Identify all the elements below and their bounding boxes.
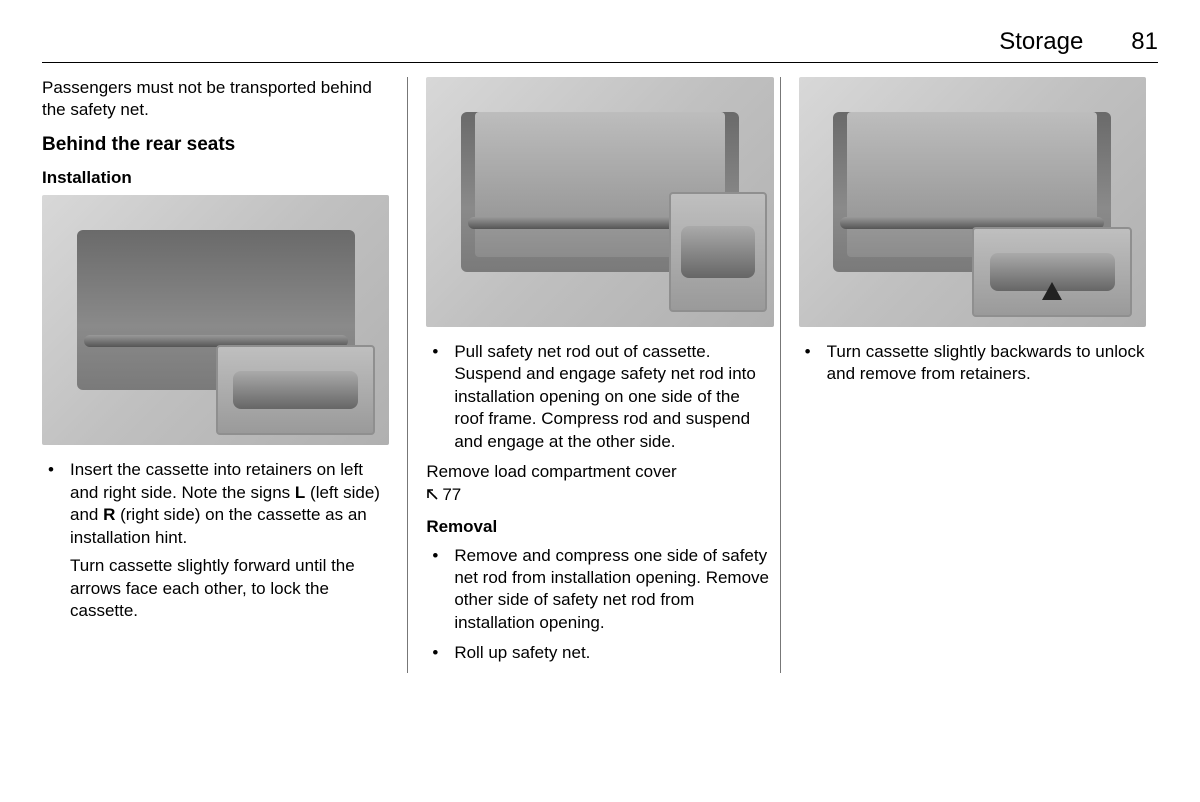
figure-cassette-remove — [799, 77, 1146, 327]
list-item: Remove and compress one side of safety n… — [426, 545, 773, 635]
label-R: R — [103, 505, 115, 524]
content-columns: Passengers must not be transported behin… — [42, 77, 1158, 673]
column-divider — [780, 77, 781, 673]
figure-callout-detail — [216, 345, 376, 435]
xref-line: Remove load compartment cover 77 — [426, 461, 773, 506]
install-step-list: Insert the cassette into retainers on le… — [42, 459, 389, 549]
column-1: Passengers must not be transported behin… — [42, 77, 401, 673]
page-header: Storage 81 — [42, 28, 1158, 63]
figure-callout-detail — [669, 192, 766, 312]
page-number: 81 — [1131, 28, 1158, 56]
label-L: L — [295, 483, 305, 502]
intro-text: Passengers must not be transported behin… — [42, 77, 389, 122]
list-item: Insert the cassette into retainers on le… — [42, 459, 389, 549]
remove-step-list: Turn cassette slightly backwards to unlo… — [799, 341, 1146, 386]
column-3: Turn cassette slightly backwards to unlo… — [787, 77, 1158, 673]
xref-text: Remove load compartment cover — [426, 462, 676, 481]
figure-callout-rod — [233, 371, 358, 409]
column-2: Pull safety net rod out of cassette. Sus… — [414, 77, 773, 673]
figure-net-engage — [426, 77, 773, 327]
figure-callout-opening — [681, 226, 756, 277]
manual-page: Storage 81 Passengers must not be transp… — [0, 0, 1200, 693]
column-divider — [407, 77, 408, 673]
subheading-installation: Installation — [42, 167, 389, 189]
step-continuation: Turn cassette slightly forward until the… — [42, 555, 389, 622]
list-item: Pull safety net rod out of cassette. Sus… — [426, 341, 773, 453]
install-step-list: Pull safety net rod out of cassette. Sus… — [426, 341, 773, 453]
list-item: Turn cassette slightly backwards to unlo… — [799, 341, 1146, 386]
subheading-removal: Removal — [426, 516, 773, 538]
xref-icon — [426, 485, 440, 507]
figure-cassette-install — [42, 195, 389, 445]
xref-page: 77 — [442, 485, 461, 504]
figure-callout-detail — [972, 227, 1132, 317]
arrow-up-icon — [1042, 282, 1062, 300]
list-item: Roll up safety net. — [426, 642, 773, 664]
chapter-title: Storage — [999, 28, 1083, 56]
section-heading: Behind the rear seats — [42, 132, 389, 157]
step-text-part: (right side) on the cassette as an insta… — [70, 505, 367, 546]
removal-step-list: Remove and compress one side of safety n… — [426, 545, 773, 665]
